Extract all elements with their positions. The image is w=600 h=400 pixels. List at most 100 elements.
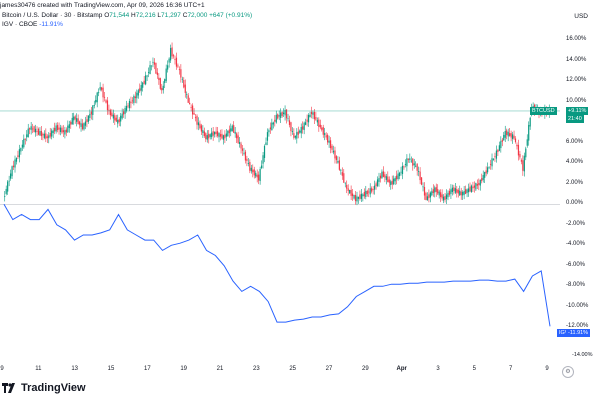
- btc-candle: [76, 118, 78, 122]
- btc-candle: [190, 107, 192, 108]
- btc-candle: [277, 114, 279, 119]
- btc-candle: [158, 77, 160, 81]
- btc-candle: [55, 125, 57, 132]
- btc-candle: [54, 127, 56, 132]
- ohlc-legend: Bitcoin / U.S. Dollar · 30 · Bitstamp O7…: [2, 12, 252, 19]
- x-tick-label: 21: [216, 366, 224, 372]
- btc-candle: [92, 105, 94, 116]
- btc-candle: [143, 80, 145, 84]
- btc-candle: [319, 124, 321, 128]
- btc-candle: [365, 190, 367, 197]
- btc-candle: [12, 165, 15, 168]
- btc-candle: [252, 169, 254, 173]
- btc-candle: [194, 117, 197, 119]
- x-tick-label: 25: [289, 366, 296, 372]
- btc-candle: [324, 133, 326, 136]
- btc-candle: [335, 156, 338, 161]
- btc-candle: [43, 133, 45, 138]
- btc-candle: [202, 130, 204, 133]
- btc-candle: [450, 189, 452, 194]
- btc-candle: [102, 87, 104, 98]
- open-value: 71,544: [109, 12, 130, 19]
- btc-candle: [391, 180, 393, 185]
- btc-candle: [463, 190, 465, 195]
- btc-candle: [260, 165, 263, 169]
- btc-candle: [265, 142, 267, 146]
- btc-candle: [379, 175, 382, 179]
- btc-candle: [206, 135, 208, 140]
- btc-candle: [250, 167, 252, 172]
- btc-candle: [444, 196, 446, 200]
- btc-candle: [393, 178, 395, 185]
- btc-candle: [46, 136, 48, 138]
- btc-candle: [146, 75, 148, 77]
- btc-candle: [177, 65, 179, 67]
- btc-candle: [133, 95, 135, 104]
- btc-candle: [481, 178, 483, 182]
- btc-candle: [168, 58, 170, 63]
- btc-candle: [205, 133, 207, 140]
- btc-candle: [332, 150, 335, 153]
- btc-candle: [381, 171, 383, 179]
- btc-candle: [30, 126, 32, 130]
- btc-candle: [111, 112, 113, 117]
- btc-candle: [109, 110, 112, 116]
- btc-candle: [131, 100, 134, 102]
- btc-candle: [152, 61, 154, 63]
- btc-candle: [500, 141, 502, 149]
- btc-candle: [360, 193, 362, 199]
- btc-candle: [284, 110, 286, 116]
- btc-candle: [15, 158, 18, 162]
- btc-candle: [8, 180, 10, 182]
- btc-candle: [354, 194, 357, 202]
- btc-candle: [350, 189, 352, 196]
- btc-candle: [351, 193, 354, 197]
- x-tick-label: 9: [545, 366, 549, 372]
- btc-candle: [189, 102, 191, 105]
- btc-candle: [11, 166, 13, 177]
- btc-candle: [200, 125, 203, 132]
- btc-candle: [142, 82, 144, 88]
- btc-candle: [165, 68, 167, 81]
- btc-candle: [40, 130, 43, 137]
- btc-candle: [423, 186, 426, 196]
- btc-candle: [398, 172, 401, 177]
- axis-unit[interactable]: USD: [574, 13, 588, 20]
- btc-candle: [390, 181, 392, 186]
- btc-candle: [315, 117, 317, 120]
- btc-candle: [440, 192, 442, 198]
- y-tick-label: -6.00%: [566, 261, 586, 268]
- y-tick-label: -8.00%: [566, 282, 586, 289]
- compare-title[interactable]: IGV · CBOE: [2, 21, 38, 28]
- btc-candle: [70, 121, 72, 125]
- btc-candle: [156, 72, 158, 75]
- settings-icon[interactable]: ⚙: [562, 366, 574, 378]
- y-tick-label: 10.00%: [566, 97, 587, 104]
- btc-candle: [14, 159, 16, 168]
- btc-candle: [396, 175, 398, 180]
- x-tick-label: 9: [0, 366, 4, 372]
- btc-candle: [359, 194, 361, 199]
- btc-candle: [228, 129, 230, 134]
- btc-candle: [10, 173, 12, 179]
- btc-candle: [519, 153, 521, 158]
- btc-candle: [287, 118, 289, 120]
- btc-candle: [431, 191, 433, 196]
- btc-candle: [121, 113, 123, 119]
- btc-candle: [120, 115, 122, 122]
- btc-candle: [517, 144, 520, 156]
- btc-candle: [303, 122, 305, 131]
- btc-candle: [21, 144, 23, 148]
- x-tick-label: 7: [508, 366, 513, 372]
- btc-candle: [243, 152, 245, 154]
- y-tick-label: 12.00%: [566, 77, 587, 84]
- symbol-title[interactable]: Bitcoin / U.S. Dollar · 30 · Bitstamp: [2, 12, 103, 19]
- btc-candle: [36, 131, 38, 132]
- btc-candle: [147, 72, 150, 73]
- btc-candle: [150, 65, 153, 67]
- btc-candle: [167, 65, 169, 70]
- high-value: 72,216: [135, 12, 156, 19]
- btc-candle: [495, 150, 498, 159]
- btc-candle: [18, 149, 21, 158]
